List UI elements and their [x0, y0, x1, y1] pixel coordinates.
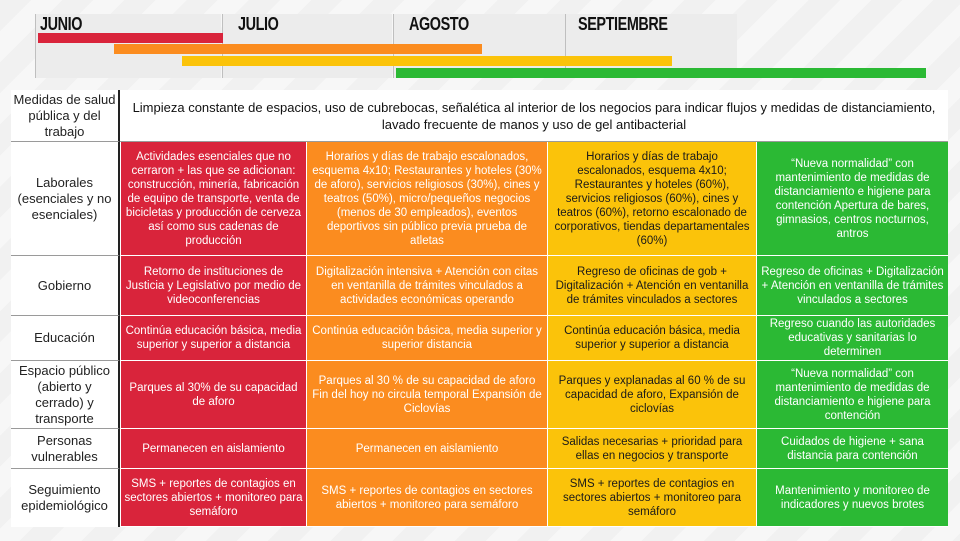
cell-espacio-amarillo: Parques y explanadas al 60 % de su capac…: [547, 361, 756, 429]
cell-espacio-verde: “Nueva normalidad” con mantenimiento de …: [756, 361, 948, 429]
cell-espacio-rojo: Parques al 30% de su capacidad de aforo: [120, 361, 306, 429]
month-block-septiembre: [566, 14, 737, 78]
phase-bar-red: [38, 33, 223, 43]
cell-gobierno-rojo: Retorno de instituciones de Justicia y L…: [120, 256, 306, 316]
month-label-junio: JUNIO: [40, 14, 83, 34]
cell-seguimiento-amarillo: SMS + reportes de contagios en sectores …: [547, 469, 756, 527]
timeline-tick: [35, 14, 36, 78]
cell-laborales-verde: “Nueva normalidad” con mantenimiento de …: [756, 142, 948, 256]
cell-educacion-amarillo: Continúa educación básica, media superio…: [547, 316, 756, 361]
cell-seguimiento-naranja: SMS + reportes de contagios en sectores …: [306, 469, 547, 527]
cell-gobierno-amarillo: Regreso de oficinas de gob + Digitalizac…: [547, 256, 756, 316]
measures-table: Medidas de salud pública y del trabajo L…: [11, 90, 948, 527]
timeline-tick: [565, 14, 566, 78]
cell-laborales-rojo: Actividades esenciales que no cerraron +…: [120, 142, 306, 256]
row-label-laborales: Laborales (esenciales y no esenciales): [11, 142, 120, 256]
cell-educacion-verde: Regreso cuando las autoridades educativa…: [756, 316, 948, 361]
row-label-espacio-publico: Espacio público (abierto y cerrado) y tr…: [11, 361, 120, 429]
cell-seguimiento-verde: Mantenimiento y monitoreo de indicadores…: [756, 469, 948, 527]
cell-educacion-rojo: Continúa educación básica, media superio…: [120, 316, 306, 361]
general-measures-cell: Limpieza constante de espacios, uso de c…: [120, 90, 948, 142]
month-label-septiembre: SEPTIEMBRE: [578, 14, 668, 34]
month-label-julio: JULIO: [238, 14, 279, 34]
cell-laborales-naranja: Horarios y días de trabajo escalonados, …: [306, 142, 547, 256]
cell-seguimiento-rojo: SMS + reportes de contagios en sectores …: [120, 469, 306, 527]
cell-gobierno-naranja: Digitalización intensiva + Atención con …: [306, 256, 547, 316]
phase-bar-orange: [114, 44, 482, 54]
cell-laborales-amarillo: Horarios y días de trabajo escalonados, …: [547, 142, 756, 256]
row-label-personas-vulnerables: Personas vulnerables: [11, 429, 120, 469]
cell-vulnerables-rojo: Permanecen en aislamiento: [120, 429, 306, 469]
cell-espacio-naranja: Parques al 30 % de su capacidad de aforo…: [306, 361, 547, 429]
row-label-medidas: Medidas de salud pública y del trabajo: [11, 90, 120, 142]
cell-vulnerables-verde: Cuidados de higiene + sana distancia par…: [756, 429, 948, 469]
month-label-agosto: AGOSTO: [409, 14, 469, 34]
row-label-educacion: Educación: [11, 316, 120, 361]
row-label-seguimiento: Seguimiento epidemiológico: [11, 469, 120, 527]
cell-vulnerables-naranja: Permanecen en aislamiento: [306, 429, 547, 469]
cell-educacion-naranja: Continúa educación básica, media superio…: [306, 316, 547, 361]
cell-gobierno-verde: Regreso de oficinas + Digitalización + A…: [756, 256, 948, 316]
cell-vulnerables-amarillo: Salidas necesarias + prioridad para ella…: [547, 429, 756, 469]
phase-bar-green: [396, 68, 926, 78]
row-label-gobierno: Gobierno: [11, 256, 120, 316]
phase-bar-yellow: [182, 56, 672, 66]
